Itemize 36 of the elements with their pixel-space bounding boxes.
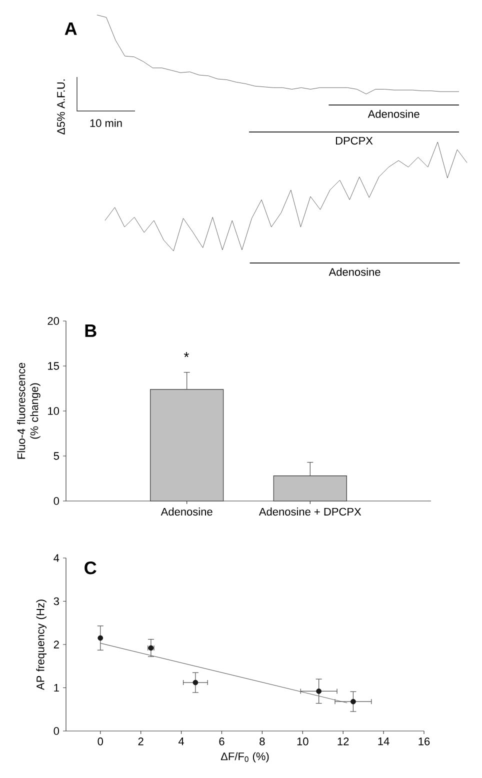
chart-title: A (64, 22, 77, 35)
y-axis-title: AP frequency (Hz) (36, 600, 46, 690)
annotation: * (184, 352, 189, 358)
y-tick-label: 0 (54, 497, 60, 505)
y-tick-label: 15 (48, 362, 59, 370)
x-tick-label: 12 (338, 738, 349, 746)
y-tick-label: 10 (48, 407, 60, 415)
x-tick-label: 2 (138, 738, 144, 746)
x-tick-label: 4 (178, 738, 184, 746)
point (98, 635, 104, 641)
annotation: DPCPX (336, 136, 373, 145)
point (192, 680, 198, 686)
text: 10 min (90, 118, 122, 128)
x-tick-label: Adenosine + DPCPX (258, 508, 362, 516)
y-axis-title: Fluo-4 fluorescence (% change) (17, 362, 40, 459)
text: Adenosine (328, 268, 380, 276)
x-axis-title: ΔF/F$_{0}$ (%) (220, 752, 269, 762)
x-tick-label: 0 (98, 738, 104, 746)
point (316, 688, 322, 694)
text: Δ5% A.F.U. (57, 80, 65, 134)
y-tick-label: 5 (54, 452, 59, 460)
y-tick-label: 2 (54, 640, 59, 648)
y-tick-label: 1 (54, 684, 59, 692)
y-tick-label: 0 (54, 727, 60, 735)
y-tick-label: 20 (48, 317, 60, 325)
y-tick-label: 3 (54, 597, 59, 606)
x-tick-label: 8 (260, 738, 265, 746)
point (350, 698, 356, 704)
x-tick-label: 16 (418, 738, 430, 746)
x-tick-label: 6 (219, 738, 224, 746)
y-tick-label: 4 (54, 554, 60, 562)
x-tick-label: 14 (378, 738, 390, 746)
x-tick-label: 10 (297, 738, 308, 746)
chart-title: B (85, 324, 96, 337)
text: Adenosine (368, 110, 420, 118)
chart-title: C (84, 562, 96, 574)
